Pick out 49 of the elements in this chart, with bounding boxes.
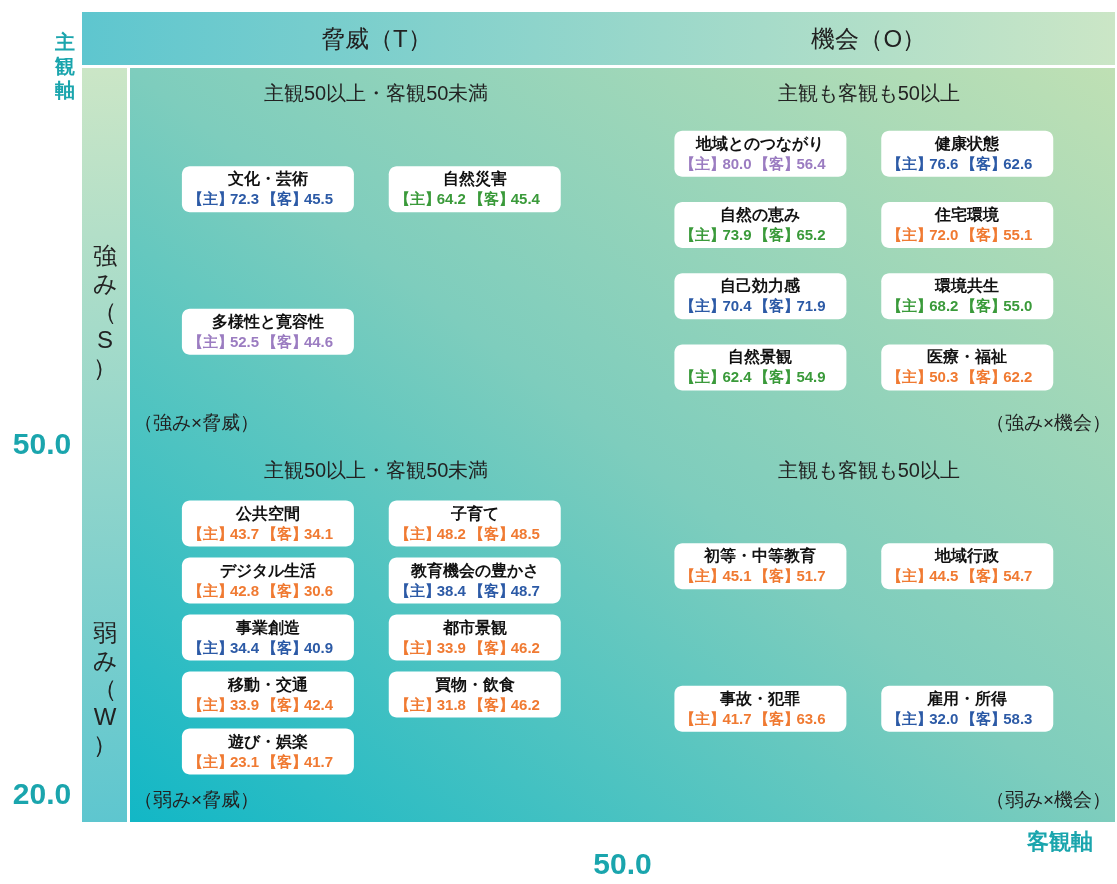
data-label: 32.0 [929, 709, 959, 727]
category-label: 健康状態 [934, 134, 1001, 152]
category-label: 医療・福祉 [927, 348, 1008, 366]
category-label: 自己効力感 [720, 277, 802, 295]
category-label: 事故・犯罪 [719, 689, 801, 707]
category-label: 地域とのつながり [695, 134, 825, 153]
category-label: 教育機会の豊かさ [409, 560, 539, 579]
category-label: 多様性と寛容性 [211, 311, 324, 330]
category-label: 自然災害 [442, 169, 507, 189]
data-label: 44.5 [929, 567, 959, 585]
data-label: 45.1 [722, 567, 752, 585]
text: 主観50以上・客観50未満 [264, 82, 489, 104]
category-label: 環境共生 [934, 276, 1000, 295]
category-label: 公共空間 [234, 504, 300, 522]
category-label: 雇用・所得 [926, 688, 1008, 707]
category-label: 事業創造 [234, 618, 301, 636]
data-label: 52.5 [229, 332, 260, 350]
text: 機会（O） [811, 25, 927, 52]
category-label: 初等・中等教育 [703, 546, 817, 565]
text: 弱み（W） [92, 618, 118, 758]
category-label: 自然の恵み [720, 205, 801, 224]
category-label: 住宅環境 [934, 204, 1001, 223]
category-label: 地域行政 [934, 547, 1001, 565]
text: 主観も客観も50以上 [777, 82, 960, 104]
text: （強み×機会） [985, 412, 1111, 433]
text: 50.0 [12, 427, 72, 460]
category-label: 遊び・娯楽 [227, 732, 308, 750]
category-label: 子育て [449, 503, 499, 522]
category-label: 自然景観 [728, 348, 793, 367]
category-label: 文化・芸術 [226, 170, 308, 188]
text: 50.0 [593, 847, 652, 880]
data-label: 68.2 [929, 297, 959, 315]
data-label: 62.6 [1003, 154, 1033, 172]
data-label: 41.7 [722, 709, 752, 727]
text: 客観軸 [1026, 829, 1093, 854]
text: 主観も客観も50以上 [777, 459, 960, 481]
category-label: デジタル生活 [219, 561, 316, 579]
text: （強み×脅威） [134, 412, 260, 433]
text: 主観軸 [54, 31, 75, 101]
text: （弱み×機会） [985, 789, 1111, 810]
text: 主観50以上・客観50未満 [264, 459, 489, 481]
text: 20.0 [12, 777, 72, 810]
text: 脅威（T） [320, 25, 432, 52]
data-label: 62.2 [1003, 368, 1033, 386]
text: 強み（S） [92, 241, 118, 381]
category-label: 都市景観 [441, 618, 507, 636]
text: （弱み×脅威） [134, 789, 260, 810]
category-label: 買物・飲食 [433, 675, 515, 693]
category-label: 移動・交通 [226, 674, 309, 693]
